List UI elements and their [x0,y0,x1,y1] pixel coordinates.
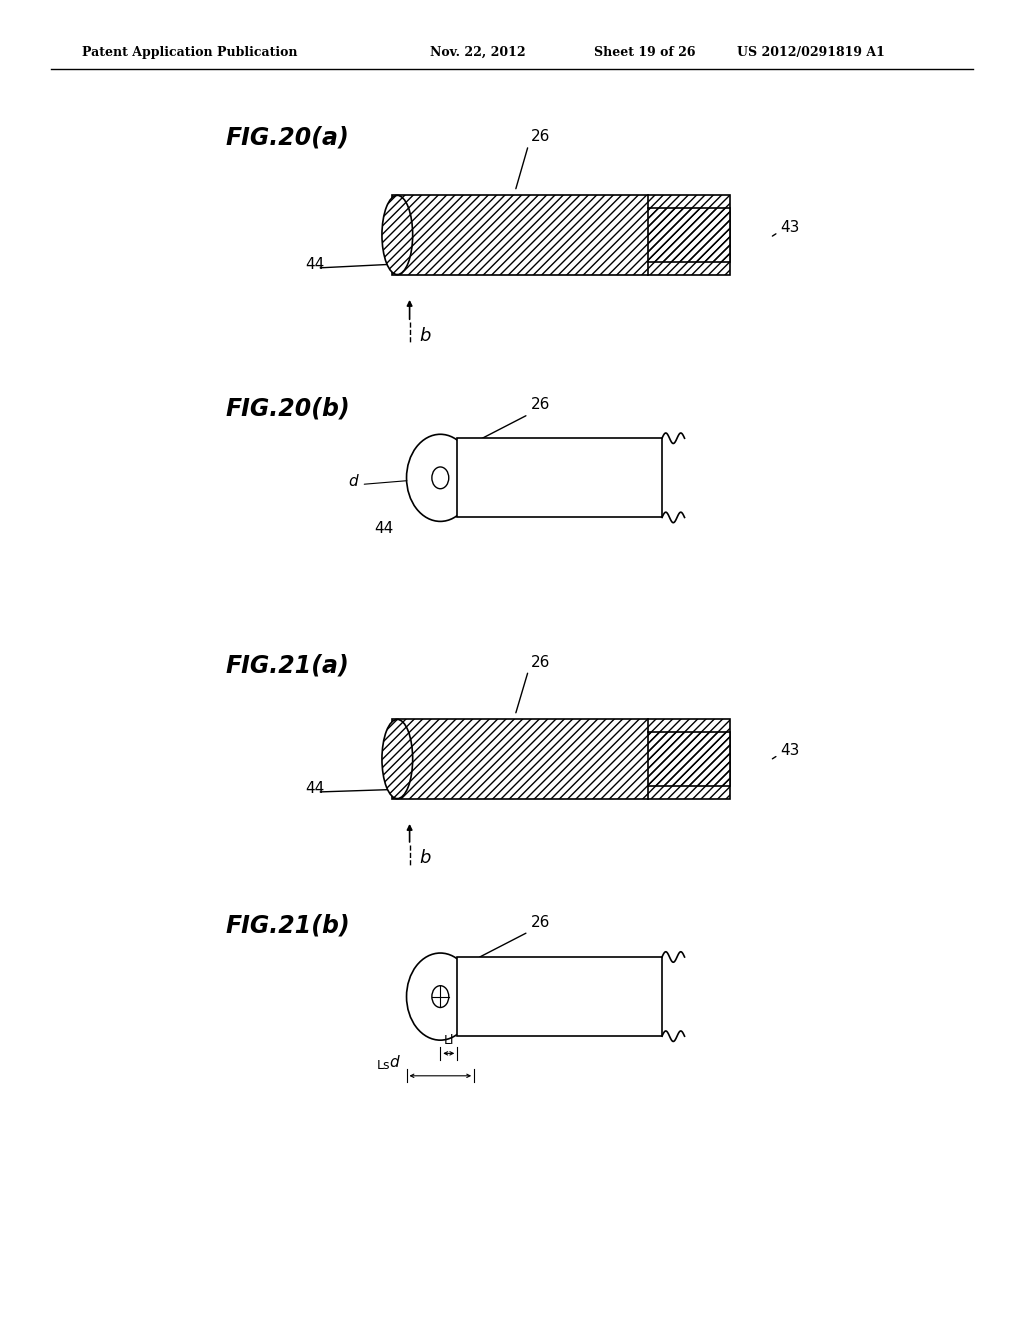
Text: FIG.20(a): FIG.20(a) [225,125,349,149]
Text: b: b [420,849,431,867]
Bar [648,209,730,261]
Text: Nov. 22, 2012: Nov. 22, 2012 [430,46,525,59]
Text: Ll: Ll [443,1034,454,1047]
Text: b: b [420,326,431,345]
Circle shape [432,986,449,1007]
Text: 26: 26 [530,915,550,929]
Ellipse shape [382,719,413,799]
Text: FIG.20(b): FIG.20(b) [225,396,350,420]
Bar [392,195,730,275]
Text: 44: 44 [375,521,393,536]
Circle shape [432,467,449,488]
Bar [392,195,730,275]
Text: d: d [389,1055,399,1069]
Bar [457,438,663,517]
Text: 26: 26 [530,397,550,412]
Text: 43: 43 [780,743,800,758]
Circle shape [407,953,474,1040]
Text: FIG.21(a): FIG.21(a) [225,653,349,677]
Text: 26: 26 [530,655,550,669]
Text: FIG.21(b): FIG.21(b) [225,913,350,937]
Text: US 2012/0291819 A1: US 2012/0291819 A1 [737,46,885,59]
Bar [392,719,730,799]
Text: d: d [349,474,358,488]
Text: Sheet 19 of 26: Sheet 19 of 26 [594,46,695,59]
Text: 44: 44 [305,781,325,796]
Text: Patent Application Publication: Patent Application Publication [82,46,297,59]
Ellipse shape [382,195,413,275]
Text: Ls: Ls [377,1059,391,1072]
Bar [648,733,730,785]
Circle shape [407,434,474,521]
Bar [648,733,730,785]
Text: 43: 43 [780,220,800,235]
Bar [392,719,730,799]
Bar [648,209,730,261]
Bar [457,957,663,1036]
Text: 44: 44 [305,257,325,272]
Text: 26: 26 [530,129,550,144]
